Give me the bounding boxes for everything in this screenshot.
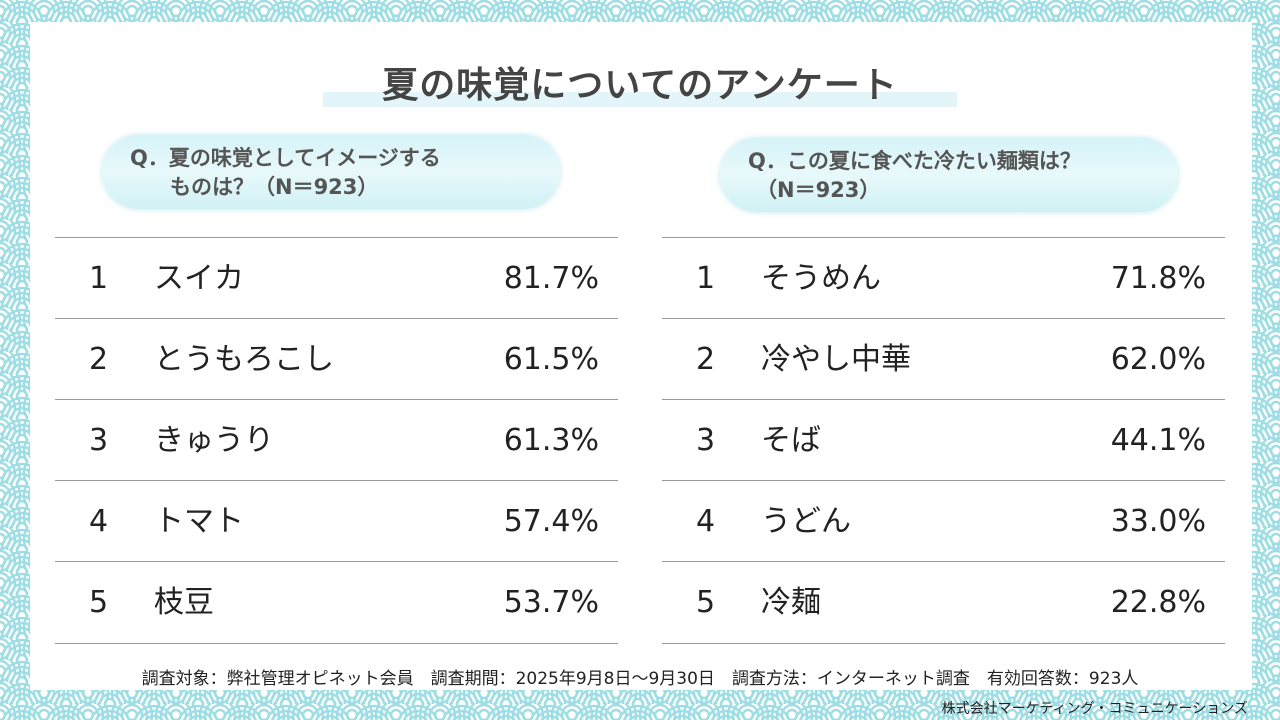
rank-number: 2 [696,342,716,377]
question-left-line2: ものは？（N＝923） [170,175,379,199]
percentage-value: 22.8% [1110,585,1206,620]
rank-number: 4 [89,504,109,539]
content-card [30,22,1252,690]
table-row: 4 トマト 57.4% [55,480,618,562]
table-row: 1 スイカ 81.7% [55,237,618,319]
item-label: そうめん [761,261,881,296]
table-row: 2 冷やし中華 62.0% [662,318,1225,400]
item-label: トマト [154,504,244,539]
rank-number: 1 [89,261,109,296]
percentage-value: 61.5% [503,342,599,377]
table-row: 5 枝豆 53.7% [55,561,618,644]
rank-number: 4 [696,504,716,539]
item-label: 冷やし中華 [761,342,911,377]
rank-number: 1 [696,261,716,296]
item-label: スイカ [154,261,244,296]
question-box-left: Q．夏の味覚としてイメージする ものは？（N＝923） [102,135,560,209]
survey-footnote: 調査対象：弊社管理オピネット会員 調査期間：2025年9月8日～9月30日 調査… [141,669,1139,689]
percentage-value: 62.0% [1110,342,1206,377]
table-row: 3 きゅうり 61.3% [55,399,618,481]
percentage-value: 44.1% [1110,423,1206,458]
percentage-value: 57.4% [503,504,599,539]
item-label: 枝豆 [154,585,214,620]
table-row: 3 そば 44.1% [662,399,1225,481]
table-row: 5 冷麺 22.8% [662,561,1225,644]
rank-number: 3 [89,423,109,458]
percentage-value: 81.7% [503,261,599,296]
percentage-value: 33.0% [1110,504,1206,539]
table-row: 4 うどん 33.0% [662,480,1225,562]
page-title: 夏の味覚についてのアンケート [382,65,898,106]
question-right-line1: Q．この夏に食べた冷たい麺類は？ [748,149,1081,173]
percentage-value: 71.8% [1110,261,1206,296]
rank-number: 3 [696,423,716,458]
percentage-value: 53.7% [503,585,599,620]
item-label: とうもろこし [154,342,334,377]
rank-number: 2 [89,342,109,377]
item-label: うどん [761,504,851,539]
rank-number: 5 [89,585,109,620]
item-label: 冷麺 [761,585,821,620]
question-right-line2: （N＝923） [756,178,881,202]
percentage-value: 61.3% [503,423,599,458]
table-row: 2 とうもろこし 61.5% [55,318,618,400]
title-underline-band [323,92,957,107]
company-credit: 株式会社マーケティング・コミュニケーションズ [941,701,1248,717]
item-label: きゅうり [154,423,274,458]
table-row: 1 そうめん 71.8% [662,237,1225,319]
question-box-right: Q．この夏に食べた冷たい麺類は？ （N＝923） [720,138,1178,212]
question-left-line1: Q．夏の味覚としてイメージする [130,146,441,170]
item-label: そば [761,423,821,458]
rank-number: 5 [696,585,716,620]
